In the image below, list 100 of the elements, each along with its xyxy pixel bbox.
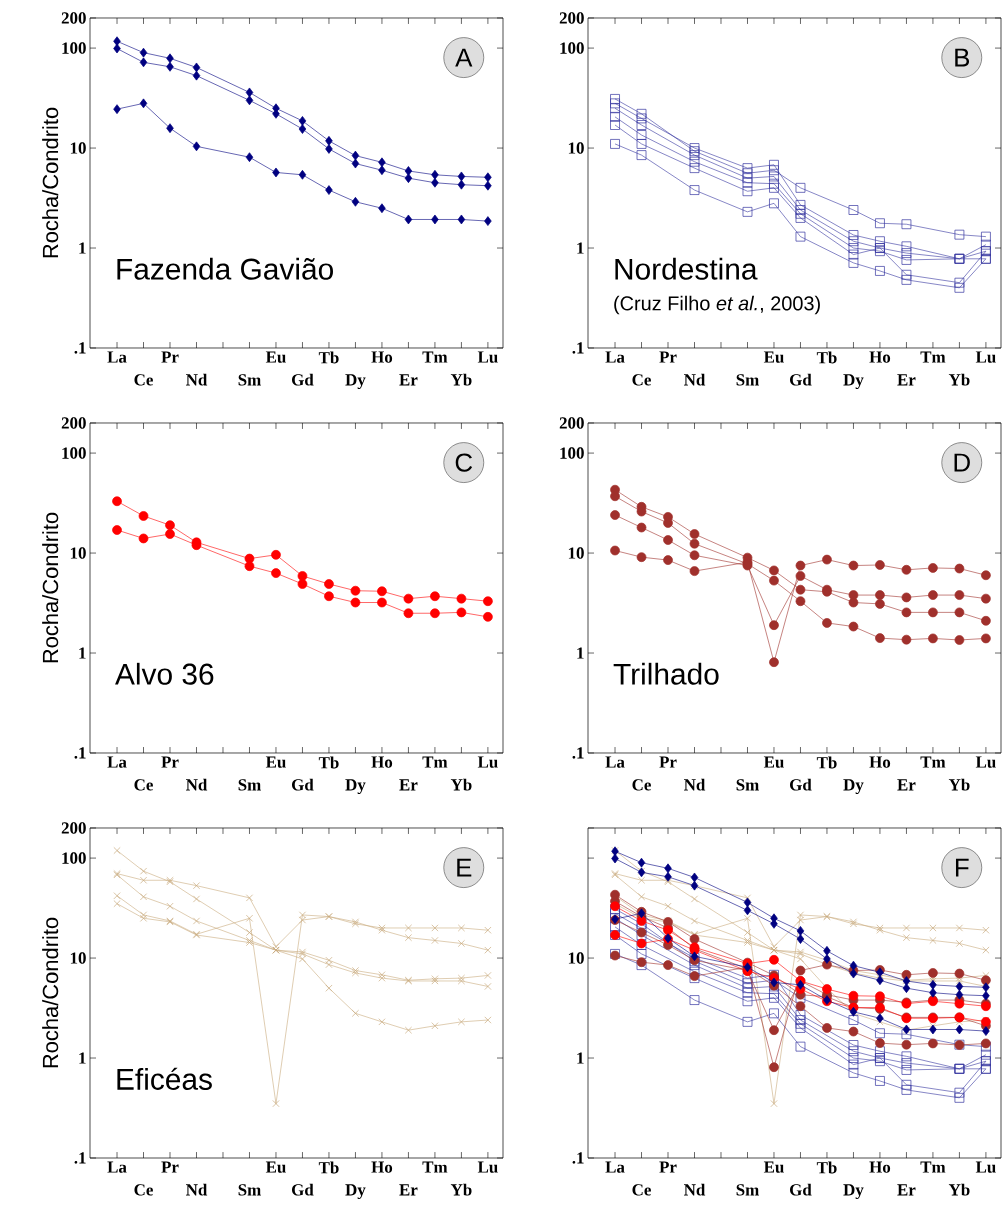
x-tick-label: Yb <box>450 778 472 791</box>
y-tick-label: .1 <box>572 342 584 354</box>
text: E <box>457 858 472 877</box>
x-tick-label: Ho <box>371 756 393 768</box>
x-tick-label: Pr <box>161 1161 179 1173</box>
x-tick-label: Gd <box>291 1183 314 1196</box>
annotation: Trilhado <box>613 662 719 685</box>
x-tick-label: Tb <box>318 756 339 769</box>
y-tick-label: 100 <box>560 42 584 54</box>
x-tick-label: Sm <box>736 1184 759 1196</box>
x-tick-label: Nd <box>186 1183 208 1196</box>
text: D <box>954 453 970 472</box>
x-tick-label: La <box>107 1161 127 1173</box>
x-tick-label: Ho <box>869 351 891 363</box>
x-tick-label: Yb <box>948 778 970 791</box>
y-tick-label: 200 <box>559 417 584 429</box>
x-tick-label: Ce <box>134 1184 153 1196</box>
x-tick-label: La <box>605 351 625 363</box>
x-tick-label: Yb <box>450 1183 472 1196</box>
x-tick-label: Sm <box>238 779 261 791</box>
y-tick-label: 1 <box>79 647 86 659</box>
x-tick-label: Ho <box>869 756 891 768</box>
x-tick-label: Tb <box>816 1161 837 1174</box>
y-tick-label: 200 <box>559 12 584 24</box>
y-tick-label: 200 <box>61 417 86 429</box>
y-tick-label: 1 <box>577 242 584 254</box>
y-tick-label: 200 <box>61 12 86 24</box>
x-tick-label: Sm <box>736 374 759 386</box>
y-tick-label: 10 <box>70 547 86 559</box>
x-tick-label: Er <box>897 1184 916 1196</box>
x-tick-label: Lu <box>975 756 996 768</box>
x-tick-label: Nd <box>186 373 208 386</box>
y-tick-label: 10 <box>70 142 86 154</box>
x-tick-label: La <box>605 756 625 768</box>
x-tick-label: Ce <box>134 374 153 386</box>
x-tick-label: Gd <box>291 778 314 791</box>
x-tick-label: Tm <box>920 756 946 768</box>
x-tick-label: Nd <box>684 1183 706 1196</box>
x-tick-label: Eu <box>763 756 784 768</box>
y-tick-label: .1 <box>74 1152 86 1164</box>
x-tick-label: Pr <box>161 351 179 363</box>
x-tick-label: Tb <box>816 351 837 364</box>
y-tick-label: 100 <box>560 447 584 459</box>
x-tick-label: La <box>605 1161 625 1173</box>
x-tick-label: Lu <box>477 756 498 768</box>
x-tick-label: Er <box>399 374 418 386</box>
x-tick-label: Gd <box>790 1183 812 1196</box>
y-tick-label: 100 <box>62 852 86 864</box>
x-tick-label: Eu <box>763 1161 784 1173</box>
x-tick-label: Gd <box>291 373 314 386</box>
x-tick-label: Ho <box>869 1161 891 1173</box>
x-tick-label: Er <box>897 374 916 386</box>
text: C <box>455 453 473 472</box>
x-tick-label: Ce <box>632 374 651 386</box>
x-tick-label: Lu <box>975 351 996 363</box>
x-tick-label: Eu <box>265 351 286 363</box>
x-tick-label: Tm <box>422 1161 448 1173</box>
x-tick-label: Pr <box>659 1161 677 1173</box>
annotation: Nordestina <box>615 257 758 280</box>
x-tick-label: La <box>107 756 127 768</box>
x-tick-label: Er <box>399 1184 418 1196</box>
y-tick-label: 1 <box>577 1052 584 1064</box>
x-tick-label: Tm <box>920 1161 946 1173</box>
y-tick-label: 1 <box>577 647 584 659</box>
y-tick-label: .1 <box>572 747 584 759</box>
x-tick-label: Nd <box>186 778 208 791</box>
y-tick-label: 100 <box>62 447 86 459</box>
x-tick-label: Pr <box>161 756 179 768</box>
x-tick-label: Dy <box>345 779 366 795</box>
text: A <box>455 48 473 67</box>
x-tick-label: La <box>107 351 127 363</box>
x-tick-label: Yb <box>450 373 472 386</box>
y-tick-label: 1 <box>79 1052 86 1064</box>
y-tick-label: 10 <box>568 547 584 559</box>
annotation: Fazenda Gavião <box>117 257 333 280</box>
x-tick-label: Ce <box>632 1184 651 1196</box>
y-axis-title: Rocha/Condrito <box>42 917 59 1068</box>
x-tick-label: Yb <box>948 373 970 386</box>
annotation: Eficéas <box>117 1067 212 1090</box>
x-tick-label: Lu <box>975 1161 996 1173</box>
x-tick-label: Ce <box>134 779 153 791</box>
x-tick-label: Tb <box>816 756 837 769</box>
annotation: Alvo 36 <box>115 662 214 685</box>
text: F <box>955 858 969 877</box>
x-tick-label: Tb <box>318 351 339 364</box>
x-tick-label: Pr <box>659 351 677 363</box>
x-tick-label: Sm <box>238 1184 261 1196</box>
x-tick-label: Eu <box>763 351 784 363</box>
x-tick-label: Lu <box>477 351 498 363</box>
y-axis-title: Rocha/Condrito <box>42 107 59 258</box>
y-tick-label: .1 <box>74 342 86 354</box>
x-tick-label: Dy <box>345 374 366 390</box>
x-tick-label: Tm <box>422 351 448 363</box>
x-tick-label: Er <box>897 779 916 791</box>
x-tick-label: Er <box>399 779 418 791</box>
y-axis-title: Rocha/Condrito <box>42 512 59 663</box>
x-tick-label: Gd <box>790 373 812 386</box>
y-tick-label: 1 <box>79 242 86 254</box>
y-tick-label: 100 <box>62 42 86 54</box>
y-tick-label: .1 <box>74 747 86 759</box>
